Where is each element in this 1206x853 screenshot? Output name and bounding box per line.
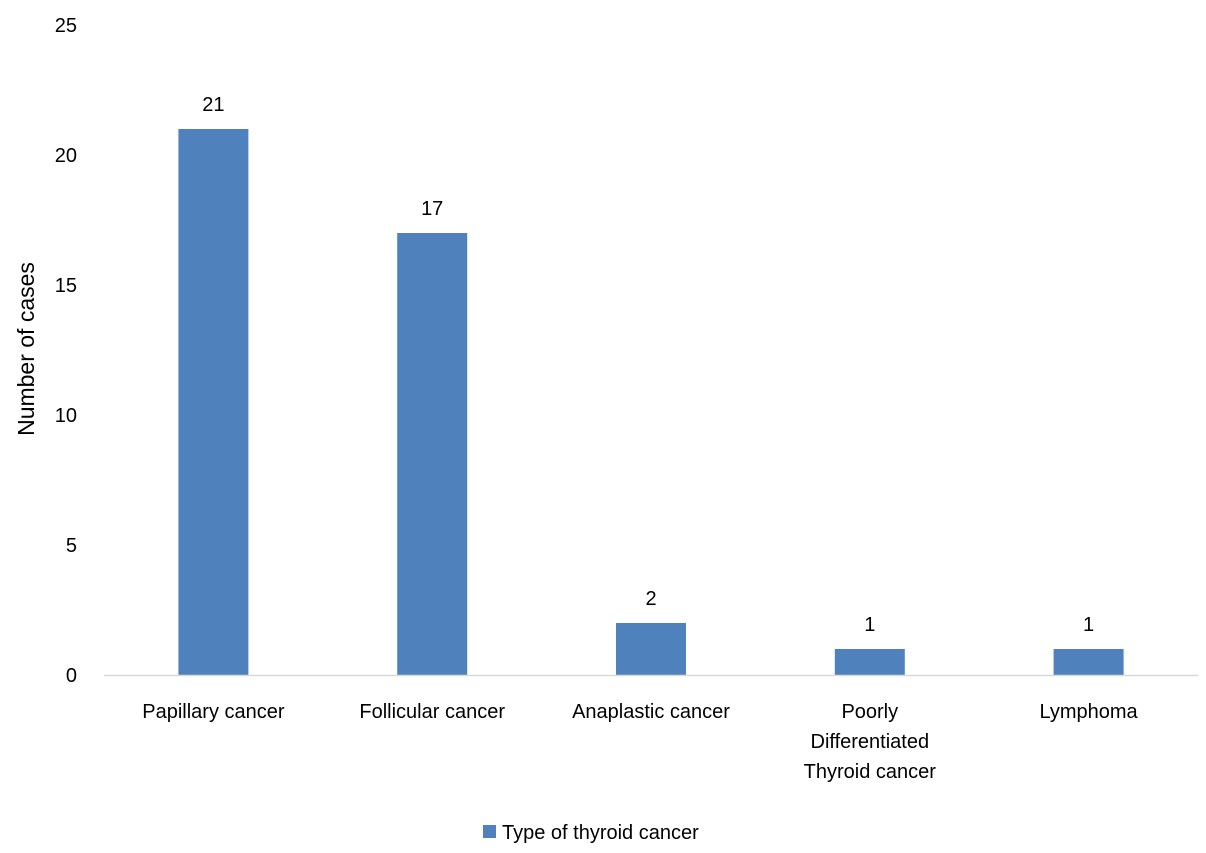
x-tick-label: Thyroid cancer <box>804 761 937 783</box>
x-tick-label: Poorly <box>841 701 898 723</box>
x-tick-label: Lymphoma <box>1039 701 1138 723</box>
y-tick-label: 15 <box>55 275 77 297</box>
data-label: 17 <box>421 198 443 220</box>
bar <box>1053 649 1124 675</box>
bar <box>178 129 249 675</box>
y-axis-ticks: 0 5 10 15 20 25 <box>55 15 77 687</box>
bar <box>397 233 468 675</box>
y-tick-label: 0 <box>66 665 77 687</box>
y-axis-title: Number of cases <box>13 262 39 436</box>
bar <box>616 623 686 675</box>
x-tick-label: Differentiated <box>811 731 930 753</box>
legend: Type of thyroid cancer <box>483 822 699 844</box>
y-tick-label: 20 <box>55 145 77 167</box>
y-tick-label: 10 <box>55 405 77 427</box>
x-tick-label: Papillary cancer <box>142 701 285 723</box>
data-label: 1 <box>1083 614 1094 636</box>
x-tick-label: Anaplastic cancer <box>572 701 730 723</box>
data-label: 21 <box>202 94 224 116</box>
x-tick-label: Follicular cancer <box>359 701 505 723</box>
legend-swatch <box>483 825 496 838</box>
bar <box>834 649 905 675</box>
data-label: 2 <box>645 588 656 610</box>
bars <box>178 129 1124 675</box>
y-tick-label: 5 <box>66 535 77 557</box>
data-label: 1 <box>864 614 875 636</box>
y-tick-label: 25 <box>55 15 77 37</box>
legend-label: Type of thyroid cancer <box>502 822 699 844</box>
category-labels: Papillary cancer Follicular cancer Anaplas… <box>142 701 1138 783</box>
